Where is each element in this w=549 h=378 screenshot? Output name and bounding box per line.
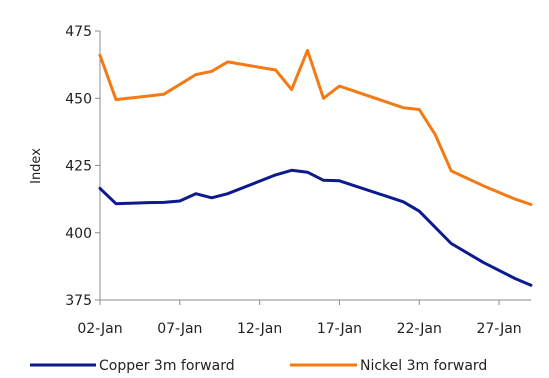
x-tick-label: 22-Jan: [397, 321, 442, 337]
series-layer: [98, 48, 533, 287]
y-tick-label: 475: [65, 24, 92, 40]
x-tick-label: 17-Jan: [317, 321, 362, 337]
y-axis: 375 400 425 450 475: [65, 24, 101, 309]
x-tick-label: 27-Jan: [476, 321, 521, 337]
x-tick-label: 02-Jan: [77, 321, 122, 337]
y-axis-label: Index: [29, 148, 44, 184]
x-axis: 02-Jan 07-Jan 12-Jan 17-Jan 22-Jan 27-Jan: [77, 299, 531, 337]
legend-label: Copper 3m forward: [99, 358, 235, 374]
y-tick-label: 425: [65, 159, 92, 175]
y-tick-label: 450: [65, 91, 92, 107]
series-line-copper: [98, 168, 533, 287]
series-line-nickel: [98, 48, 533, 206]
y-tick-label: 375: [65, 293, 92, 309]
y-tick-label: 400: [65, 226, 92, 242]
legend-label: Nickel 3m forward: [360, 358, 487, 374]
x-tick-label: 07-Jan: [157, 321, 202, 337]
x-tick-label: 12-Jan: [237, 321, 282, 337]
legend: Copper 3m forward Nickel 3m forward: [30, 358, 487, 374]
